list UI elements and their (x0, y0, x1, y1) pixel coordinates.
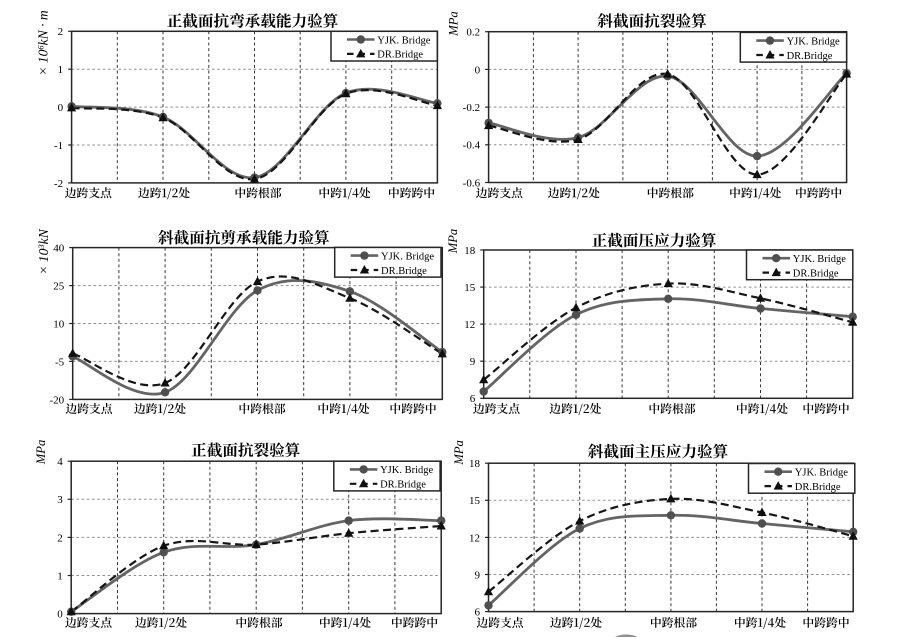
svg-text:MPa: MPa (446, 229, 460, 254)
svg-text:40: 40 (53, 243, 65, 255)
svg-text:25: 25 (53, 280, 65, 292)
svg-text:2: 2 (57, 532, 63, 544)
svg-text:-1: -1 (54, 140, 63, 152)
svg-text:-2: -2 (54, 178, 63, 190)
svg-text:1: 1 (58, 64, 64, 76)
svg-text:4: 4 (57, 456, 63, 468)
svg-text:15: 15 (469, 495, 481, 507)
svg-text:2: 2 (58, 26, 64, 38)
svg-text:DR.Bridge: DR.Bridge (380, 480, 426, 491)
svg-text:DR.Bridge: DR.Bridge (381, 266, 427, 277)
svg-text:10: 10 (53, 318, 65, 330)
svg-text:YJK. Bridge: YJK. Bridge (377, 35, 430, 46)
svg-text:-5: -5 (55, 356, 65, 368)
svg-text:0: 0 (57, 609, 63, 621)
svg-text:18: 18 (464, 245, 476, 257)
svg-text:-20: -20 (50, 394, 65, 406)
svg-text:9: 9 (475, 569, 481, 581)
svg-text:6: 6 (475, 607, 481, 619)
svg-text:MPa: MPa (452, 440, 466, 465)
svg-text:12: 12 (464, 319, 475, 331)
svg-text:YJK. Bridge: YJK. Bridge (381, 251, 434, 262)
svg-text:12: 12 (469, 532, 480, 544)
svg-text:0: 0 (58, 102, 64, 114)
svg-text:DR.Bridge: DR.Bridge (795, 482, 841, 493)
svg-text:15: 15 (464, 282, 476, 294)
svg-text:0.2: 0.2 (466, 27, 480, 39)
svg-text:18: 18 (469, 458, 481, 470)
svg-text:MPa: MPa (34, 440, 48, 465)
svg-text:MPa: MPa (447, 11, 461, 36)
svg-text:DR.Bridge: DR.Bridge (793, 268, 839, 279)
svg-text:0: 0 (475, 64, 481, 76)
svg-text:DR.Bridge: DR.Bridge (377, 50, 423, 61)
svg-text:DR.Bridge: DR.Bridge (787, 51, 833, 62)
svg-text:× 103kN: × 103kN (36, 228, 51, 274)
svg-text:-0.4: -0.4 (463, 140, 481, 152)
svg-text:9: 9 (470, 356, 476, 368)
svg-text:YJK. Bridge: YJK. Bridge (380, 465, 433, 476)
svg-text:YJK. Bridge: YJK. Bridge (787, 36, 840, 47)
svg-text:YJK. Bridge: YJK. Bridge (793, 254, 846, 265)
svg-text:3: 3 (57, 494, 63, 506)
svg-text:-0.6: -0.6 (463, 177, 481, 189)
svg-text:YJK. Bridge: YJK. Bridge (795, 468, 848, 479)
svg-text:-0.2: -0.2 (463, 102, 480, 114)
svg-text:1: 1 (57, 570, 63, 582)
svg-text:6: 6 (470, 393, 476, 405)
svg-text:× 106kN · m: × 106kN · m (35, 10, 50, 76)
